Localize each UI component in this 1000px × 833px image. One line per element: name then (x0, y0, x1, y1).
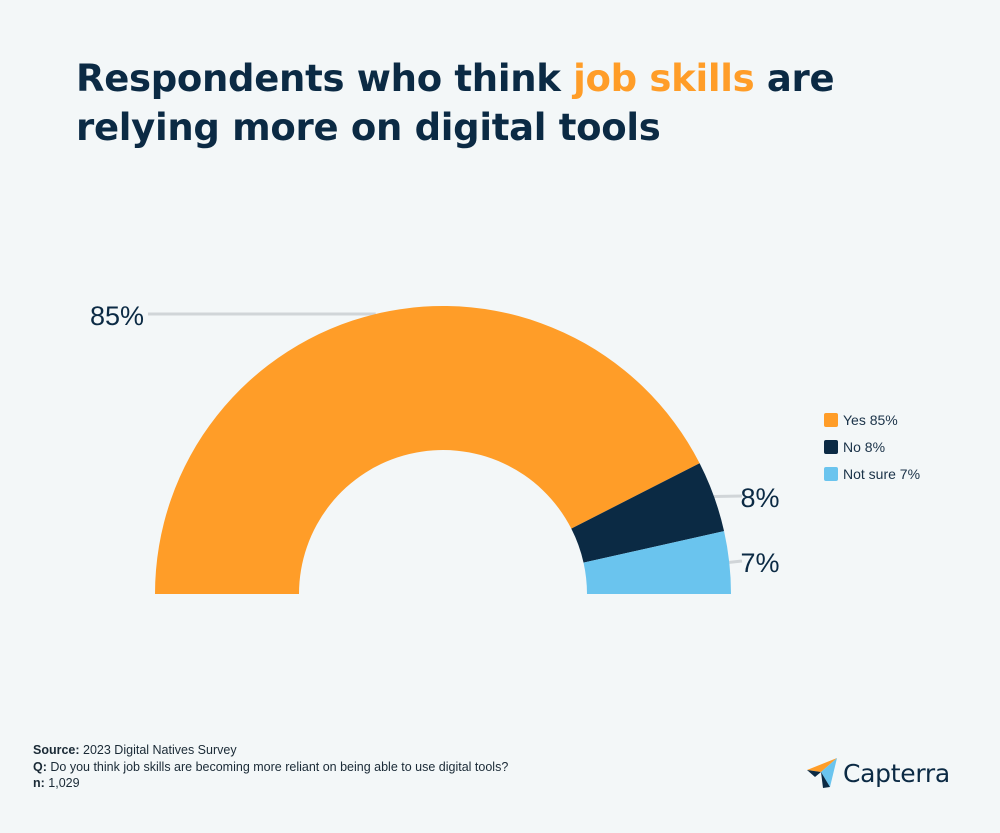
sample-size-line: n: 1,029 (33, 775, 508, 792)
source-line: Source: 2023 Digital Natives Survey (33, 742, 508, 759)
question-label: Q: (33, 759, 47, 774)
slice-not-sure (583, 531, 731, 594)
legend-item-not-sure: Not sure 7% (824, 465, 920, 483)
title-highlight: job skills (573, 57, 755, 100)
sample-size-label: n: (33, 776, 45, 790)
title-part-1: Respondents who think (76, 57, 574, 100)
source-label: Source: (33, 743, 80, 757)
sample-size-text: 1,029 (48, 776, 80, 790)
legend-item-no: No 8% (824, 438, 920, 456)
legend-swatch-no (824, 440, 838, 454)
capterra-arrow-icon (807, 758, 837, 788)
capterra-logo: Capterra (806, 757, 950, 789)
data-label-no: 8% (740, 483, 779, 513)
source-text: 2023 Digital Natives Survey (83, 743, 237, 757)
legend-swatch-yes (824, 413, 838, 427)
slice-yes (155, 305, 700, 594)
chart-legend: Yes 85% No 8% Not sure 7% (824, 411, 920, 492)
brand-name: Capterra (843, 758, 950, 788)
slice-no (571, 463, 725, 563)
data-label-yes: 85% (90, 301, 144, 331)
legend-item-yes: Yes 85% (824, 411, 920, 429)
chart-title: Respondents who think job skills are rel… (76, 54, 956, 152)
legend-label-yes: Yes 85% (843, 412, 898, 428)
legend-swatch-not-sure (824, 467, 838, 481)
legend-label-no: No 8% (843, 439, 886, 455)
leader-line-not-sure (729, 559, 743, 564)
question-line: Q: Do you think job skills are becoming … (33, 759, 508, 776)
title-part-2: are relying more on digital tools (76, 57, 835, 149)
question-text: Do you think job skills are becoming mor… (50, 759, 509, 774)
data-label-not-sure: 7% (740, 548, 779, 578)
legend-label-not-sure: Not sure 7% (843, 466, 921, 482)
footer-notes: Source: 2023 Digital Natives Survey Q: D… (33, 742, 508, 792)
